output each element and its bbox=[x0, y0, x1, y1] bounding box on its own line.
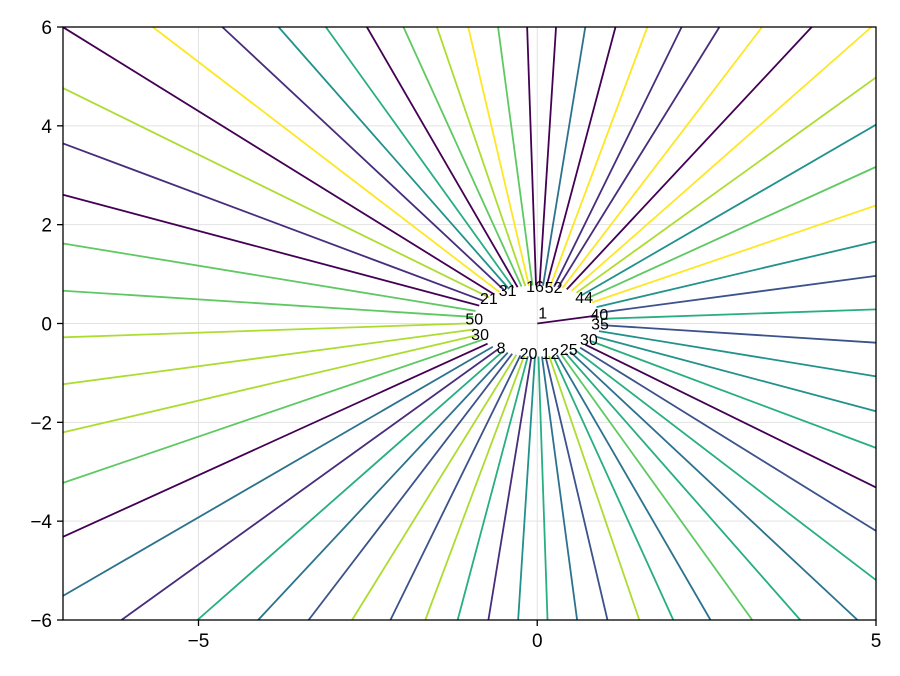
contour-line bbox=[584, 343, 877, 489]
contour-line bbox=[566, 26, 813, 291]
contour-line bbox=[553, 26, 683, 288]
x-tick-label: 0 bbox=[532, 631, 543, 652]
contour-line bbox=[556, 354, 712, 621]
contour-line bbox=[590, 340, 877, 449]
contour-line bbox=[277, 26, 510, 290]
contour-line bbox=[601, 324, 877, 344]
contour-label: 30 bbox=[580, 332, 598, 349]
contour-line bbox=[62, 345, 494, 597]
y-tick-label: 4 bbox=[41, 117, 52, 138]
contour-line bbox=[596, 240, 877, 308]
contour-line bbox=[537, 314, 598, 325]
y-tick-label: −4 bbox=[30, 512, 52, 533]
contour-line bbox=[586, 166, 877, 300]
contour-line bbox=[487, 356, 533, 621]
contour-line bbox=[62, 142, 485, 302]
y-tick-label: 0 bbox=[41, 315, 52, 336]
contour-label: 25 bbox=[560, 342, 578, 359]
contour-label: 16 bbox=[526, 279, 544, 296]
contour-line bbox=[497, 26, 534, 286]
contour-line bbox=[548, 355, 641, 621]
contour-line bbox=[544, 356, 609, 621]
contour-label: 52 bbox=[545, 280, 563, 297]
contour-line bbox=[325, 26, 515, 289]
contour-line bbox=[436, 26, 527, 287]
contour-label: 50 bbox=[465, 312, 483, 329]
contour-line bbox=[545, 26, 617, 287]
contour-line bbox=[467, 26, 530, 286]
contour-line bbox=[601, 308, 877, 320]
contour-line bbox=[595, 335, 877, 413]
axis-ticks: −5 0 5 −6 −4 −2 0 2 4 6 bbox=[30, 18, 881, 652]
contour-line bbox=[541, 356, 579, 621]
y-tick-label: 6 bbox=[41, 18, 52, 39]
contour-line bbox=[569, 350, 859, 621]
contour-line bbox=[257, 352, 509, 621]
contour-label: 21 bbox=[480, 291, 498, 308]
contour-line bbox=[62, 342, 488, 538]
contour-line bbox=[542, 26, 587, 286]
contour-line bbox=[599, 274, 877, 314]
contour-line bbox=[307, 353, 513, 621]
contour-line bbox=[561, 26, 763, 289]
contour-line bbox=[581, 123, 877, 297]
contour-line bbox=[62, 193, 480, 307]
contour-line bbox=[366, 26, 519, 288]
contour-line bbox=[570, 26, 873, 292]
contour-line bbox=[537, 356, 549, 621]
y-tick-label: 2 bbox=[41, 216, 52, 237]
contour-line bbox=[579, 346, 877, 532]
contour-label: 44 bbox=[575, 290, 593, 307]
contour-line bbox=[62, 87, 490, 299]
y-tick-label: −2 bbox=[30, 413, 52, 434]
contour-line bbox=[62, 26, 495, 296]
x-tick-label: −5 bbox=[188, 631, 210, 652]
contour-line bbox=[549, 26, 649, 287]
contour-label: 1 bbox=[538, 306, 547, 323]
contour-line bbox=[351, 354, 518, 621]
contour-label: 40 bbox=[590, 307, 608, 324]
contour-lines bbox=[62, 26, 877, 621]
y-tick-label: −6 bbox=[30, 611, 52, 632]
contour-label: 8 bbox=[497, 340, 506, 357]
contour-line bbox=[402, 26, 523, 287]
x-tick-label: 5 bbox=[871, 631, 882, 652]
contour-line bbox=[575, 76, 877, 294]
contour-label: 31 bbox=[499, 283, 517, 300]
contour-line bbox=[62, 328, 475, 386]
contour-line bbox=[552, 355, 675, 621]
contour-line bbox=[517, 356, 536, 621]
contour-line bbox=[120, 348, 499, 621]
contour-line bbox=[389, 354, 522, 621]
contour-line bbox=[196, 350, 504, 621]
contour-line bbox=[598, 330, 877, 378]
contour-line bbox=[591, 204, 877, 304]
contour-line bbox=[538, 26, 557, 286]
contour-line bbox=[62, 242, 476, 312]
contour-line bbox=[557, 26, 721, 288]
contour-label: 20 bbox=[520, 346, 538, 363]
contour-label: 12 bbox=[541, 346, 559, 363]
contour-label: 30 bbox=[471, 327, 489, 344]
contour-line bbox=[560, 353, 753, 621]
contour-line bbox=[526, 26, 537, 286]
contour-line bbox=[424, 355, 526, 621]
contour-line bbox=[62, 322, 474, 339]
contour-line bbox=[152, 26, 501, 293]
contour-line bbox=[456, 355, 529, 621]
contour-line bbox=[62, 338, 483, 484]
contour-label: 35 bbox=[591, 316, 609, 333]
contour-line bbox=[62, 334, 479, 434]
contour-line bbox=[564, 352, 801, 621]
contour-line bbox=[221, 26, 506, 292]
contour-line bbox=[62, 289, 474, 318]
contour-line bbox=[574, 349, 877, 581]
